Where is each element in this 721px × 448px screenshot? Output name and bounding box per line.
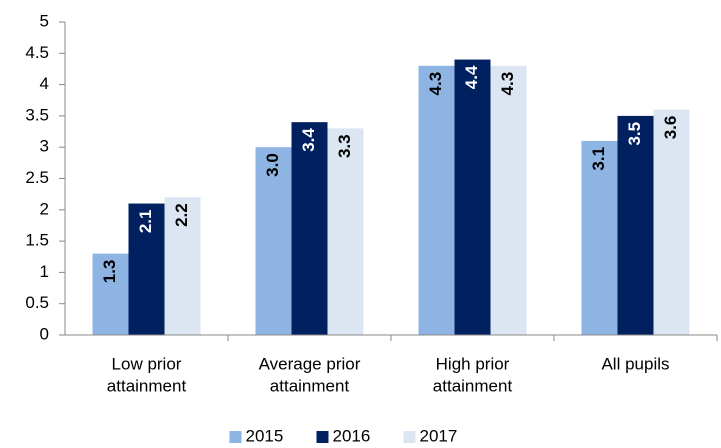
legend-label: 2015	[246, 426, 284, 445]
bar	[92, 253, 129, 335]
value-label: 1.3	[100, 260, 119, 284]
value-label: 3.1	[589, 147, 608, 171]
value-label: 3.3	[335, 134, 354, 158]
value-label: 3.0	[263, 153, 282, 177]
x-tick-label: High prior	[436, 354, 510, 373]
bar	[418, 65, 455, 335]
legend-label: 2017	[420, 426, 458, 445]
x-tick-label: attainment	[433, 376, 513, 395]
y-tick-label: 1	[40, 262, 49, 281]
y-tick-label: 0.5	[25, 293, 49, 312]
value-label: 2.2	[172, 203, 191, 227]
x-tick-label: Low prior	[112, 354, 182, 373]
bar	[327, 128, 364, 335]
bar	[164, 197, 201, 335]
value-label: 4.3	[426, 72, 445, 96]
value-label: 3.4	[299, 128, 318, 152]
bar	[617, 115, 654, 336]
legend-swatch	[403, 431, 416, 443]
value-label: 2.1	[136, 210, 155, 234]
y-tick-label: 1.5	[25, 231, 49, 250]
y-tick-label: 4.5	[25, 43, 49, 62]
x-tick-label: All pupils	[601, 354, 669, 373]
bar	[653, 109, 690, 335]
value-label: 3.5	[625, 122, 644, 146]
value-label: 3.6	[661, 116, 680, 140]
bar	[291, 122, 328, 335]
y-tick-label: 0	[40, 324, 49, 343]
y-tick-label: 4	[40, 74, 49, 93]
x-tick-label: attainment	[107, 376, 187, 395]
bar	[454, 59, 491, 336]
y-tick-label: 2	[40, 199, 49, 218]
legend-label: 2016	[333, 426, 371, 445]
y-tick-label: 5	[40, 11, 49, 30]
legend-swatch	[229, 431, 242, 443]
bar	[128, 203, 165, 335]
value-label: 4.4	[462, 65, 481, 89]
y-tick-label: 3	[40, 137, 49, 156]
y-tick-label: 2.5	[25, 168, 49, 187]
bar	[490, 65, 527, 335]
bar	[255, 147, 292, 335]
x-tick-label: Average prior	[259, 354, 361, 373]
x-tick-label: attainment	[270, 376, 350, 395]
value-label: 4.3	[498, 72, 517, 96]
y-tick-label: 3.5	[25, 105, 49, 124]
legend-swatch	[316, 431, 329, 443]
bar	[581, 140, 618, 335]
